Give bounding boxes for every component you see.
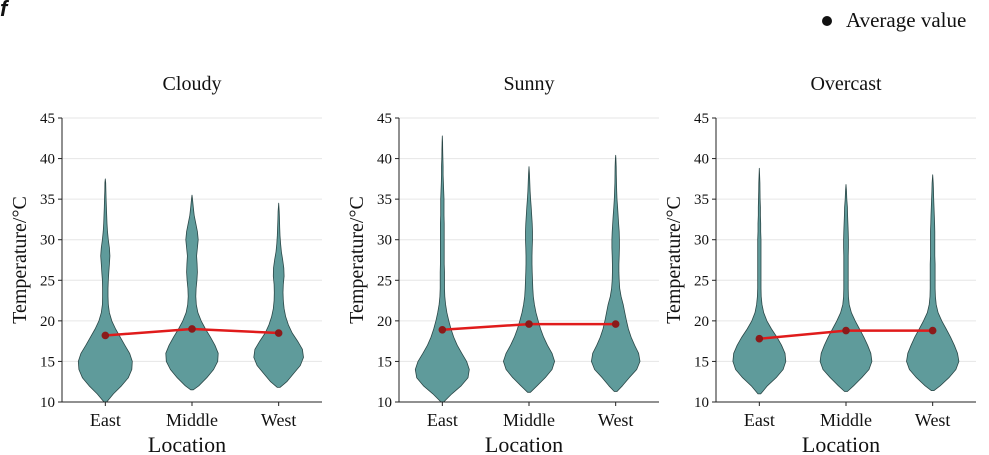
y-tick-label: 35: [40, 192, 55, 208]
y-tick-label: 45: [694, 111, 709, 127]
mean-point-east: [438, 325, 447, 334]
mean-point-middle: [525, 320, 533, 328]
mean-point-west: [611, 320, 620, 328]
y-tick-label: 35: [377, 192, 392, 208]
y-tick-label: 10: [40, 395, 55, 411]
x-tick-label: East: [90, 410, 121, 430]
y-tick-label: 30: [377, 233, 392, 249]
x-tick-label: Middle: [503, 410, 555, 430]
legend-average-marker: [822, 15, 832, 26]
y-tick-label: 20: [40, 314, 55, 330]
y-tick-label: 20: [377, 314, 392, 330]
violin-east: [414, 135, 470, 403]
panel-label: f: [0, 0, 8, 21]
legend-average-label: Average value: [846, 8, 967, 32]
violin-middle: [819, 184, 873, 392]
y-tick-label: 40: [694, 152, 709, 168]
x-tick-label: East: [427, 410, 458, 430]
x-tick-label: West: [915, 410, 951, 430]
violin-east: [732, 167, 787, 395]
violin-middle: [503, 166, 555, 393]
y-tick-label: 10: [694, 395, 709, 411]
y-tick-label: 20: [694, 314, 709, 330]
y-tick-label: 25: [694, 273, 709, 289]
y-axis-label: Temperature/°C: [663, 196, 685, 324]
mean-point-east: [101, 331, 110, 340]
y-tick-label: 35: [694, 192, 709, 208]
y-tick-label: 45: [40, 111, 55, 127]
y-tick-label: 30: [694, 233, 709, 249]
y-tick-label: 45: [377, 111, 392, 127]
y-tick-label: 15: [694, 354, 709, 370]
y-axis-label: Temperature/°C: [346, 196, 368, 324]
mean-point-middle: [842, 326, 850, 335]
legend: Average value: [822, 8, 966, 33]
y-tick-label: 40: [40, 152, 55, 168]
x-tick-label: Middle: [820, 410, 872, 430]
x-tick-label: East: [744, 410, 775, 430]
x-axis-label: Location: [148, 432, 226, 455]
x-tick-label: Middle: [166, 410, 218, 430]
y-tick-label: 25: [377, 273, 392, 289]
x-axis-label: Location: [802, 432, 880, 455]
y-tick-label: 25: [40, 273, 55, 289]
x-tick-label: West: [598, 410, 634, 430]
y-tick-label: 30: [40, 233, 55, 249]
mean-point-east: [755, 334, 764, 343]
y-tick-label: 15: [40, 354, 55, 370]
mean-point-middle: [188, 325, 196, 333]
chart-title: Cloudy: [163, 73, 222, 95]
y-tick-label: 15: [377, 354, 392, 370]
x-axis-label: Location: [485, 432, 563, 455]
chart-title: Sunny: [503, 73, 554, 95]
violin-west: [906, 174, 960, 391]
chart-title: Overcast: [810, 73, 882, 95]
y-tick-label: 10: [377, 395, 392, 411]
violin-east: [77, 178, 133, 403]
mean-point-west: [274, 329, 283, 337]
y-tick-label: 40: [377, 152, 392, 168]
violin-middle: [165, 194, 219, 391]
violin-west: [253, 202, 304, 388]
mean-point-west: [928, 326, 937, 335]
y-axis-label: Temperature/°C: [9, 196, 31, 324]
x-tick-label: West: [261, 410, 297, 430]
violin-west: [591, 154, 641, 392]
